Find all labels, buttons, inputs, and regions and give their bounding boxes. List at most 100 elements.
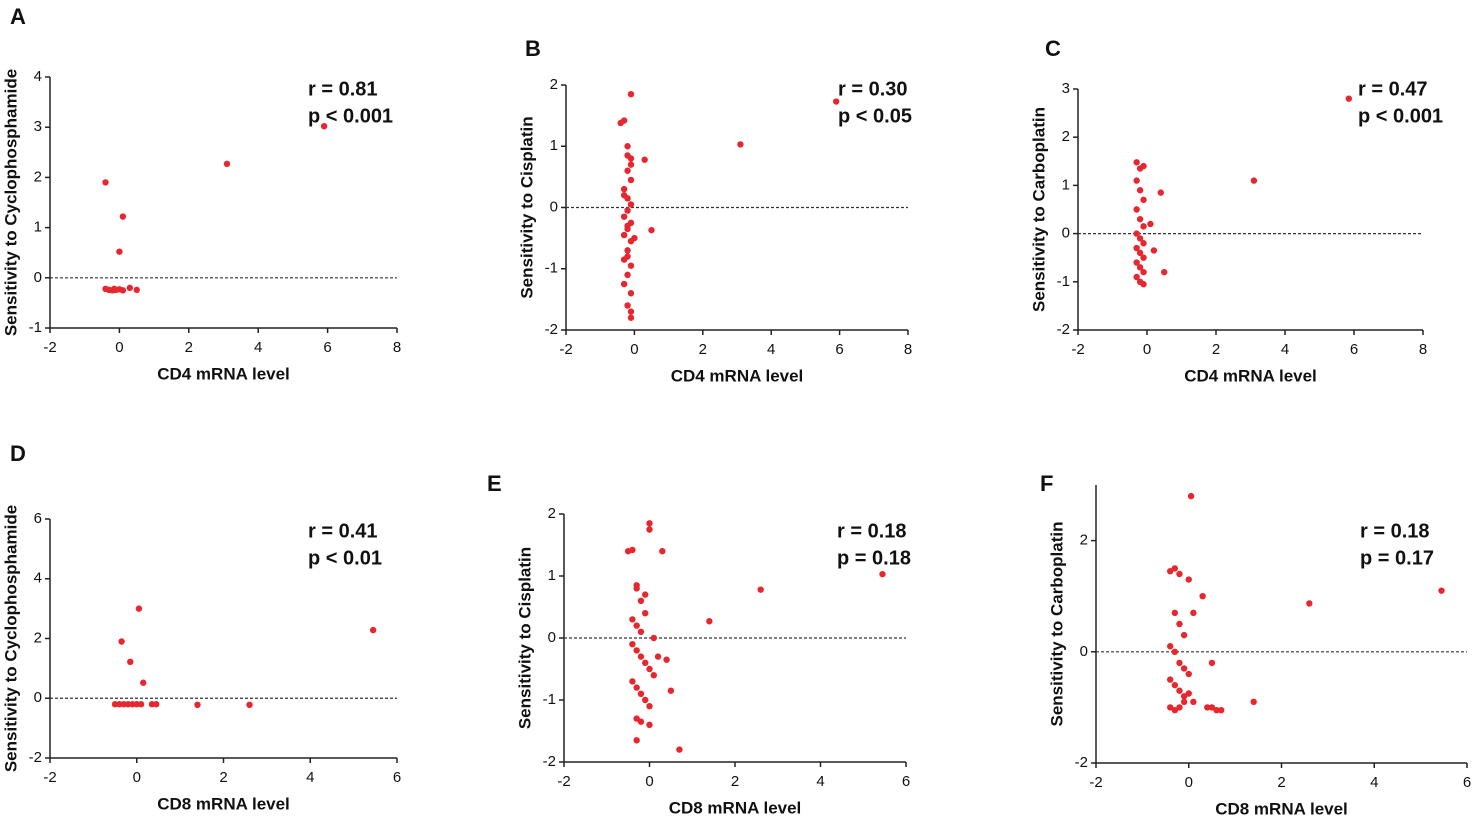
y-tick-label: 0 [34,689,42,706]
y-tick-label: 2 [34,629,42,646]
data-point [633,684,640,691]
y-tick-label: -1 [543,691,556,708]
data-point [633,647,640,654]
data-point [1180,693,1188,700]
y-axis-label: Sensitivity to Cyclophosphamide [1,505,20,772]
x-tick-label: 4 [306,769,314,786]
x-tick-label: -2 [559,341,572,358]
y-tick-label: 0 [1062,225,1070,242]
data-point [1208,704,1216,711]
annotation: p = 0.17 [1360,547,1434,569]
x-axis-label: CD4 mRNA level [157,364,290,383]
annotation: p < 0.01 [308,547,382,569]
data-point [627,176,635,184]
annotation: r = 0.18 [837,520,907,542]
y-tick-label: 1 [550,137,558,154]
data-point [1213,706,1220,714]
data-point [624,271,631,279]
x-tick-label: -2 [557,773,570,790]
data-point [1171,681,1179,689]
data-point [737,141,744,148]
data-point [1136,235,1144,242]
x-tick-label: 0 [630,341,638,358]
x-tick-label: 4 [254,339,262,356]
data-point [223,160,231,168]
data-point [1176,570,1183,578]
x-tick-label: 6 [323,339,331,356]
y-tick-label: 3 [1062,80,1070,97]
y-axis-label: Sensitivity to Carboplatin [1029,107,1048,312]
data-point [1176,620,1183,628]
data-point [667,687,675,694]
x-tick-label: 2 [1277,774,1285,791]
data-point [637,690,645,697]
data-point [642,591,649,598]
data-point [126,284,134,292]
data-point [642,696,649,704]
x-tick-label: 0 [1143,341,1151,358]
data-point [642,659,649,666]
y-tick-label: 1 [548,567,556,584]
data-point [1136,215,1144,223]
data-point [1150,247,1158,254]
data-point [1133,259,1140,266]
data-point [1180,631,1188,639]
y-tick-label: 0 [548,629,556,646]
y-tick-label: -2 [1057,321,1070,338]
data-point [646,665,653,673]
x-axis-label: CD8 mRNA level [669,798,802,817]
x-tick-label: 2 [185,339,193,356]
data-point [1140,240,1147,247]
x-tick-label: 4 [1281,341,1289,358]
data-point [1167,676,1174,683]
panel-label: F [1040,471,1053,496]
x-tick-label: 0 [115,339,123,356]
data-point [650,634,657,642]
x-tick-label: 6 [902,773,910,790]
data-point [1136,264,1144,271]
data-point [133,286,140,294]
x-tick-label: 4 [767,341,775,358]
x-axis-label: CD4 mRNA level [671,366,804,385]
data-point [1136,249,1144,257]
data-point [646,703,653,710]
data-point [1161,268,1168,276]
data-point [654,653,662,660]
x-tick-label: -2 [43,769,56,786]
data-point [646,526,653,533]
data-point [1250,698,1257,706]
data-point [631,234,638,242]
data-point [627,161,635,168]
y-tick-label: 1 [34,219,42,236]
data-point [194,701,201,709]
x-tick-label: 6 [1350,341,1358,358]
y-tick-label: 6 [34,510,42,527]
y-axis-label: Sensitivity to Carboplatin [1047,522,1066,727]
data-point [617,119,624,127]
x-tick-label: -2 [1089,774,1102,791]
data-point [135,605,143,612]
data-point [624,253,631,260]
data-point [127,658,134,666]
data-point [1140,254,1147,261]
y-tick-label: -1 [1057,273,1070,290]
data-point [102,179,109,186]
data-point [624,302,631,309]
data-point [1133,159,1140,166]
panel-label: B [525,36,541,61]
data-point [1180,665,1188,672]
x-tick-label: -2 [1071,341,1084,358]
data-point [620,280,628,288]
data-point [642,610,649,617]
data-point [627,201,635,208]
data-point [1157,189,1165,196]
data-point [624,222,631,230]
x-tick-label: 2 [1212,341,1220,358]
data-point [627,314,635,321]
y-tick-label: 0 [1080,643,1088,660]
y-tick-label: -1 [29,319,42,336]
y-tick-label: 2 [1080,532,1088,549]
x-tick-label: 0 [133,769,141,786]
data-point [137,701,145,708]
